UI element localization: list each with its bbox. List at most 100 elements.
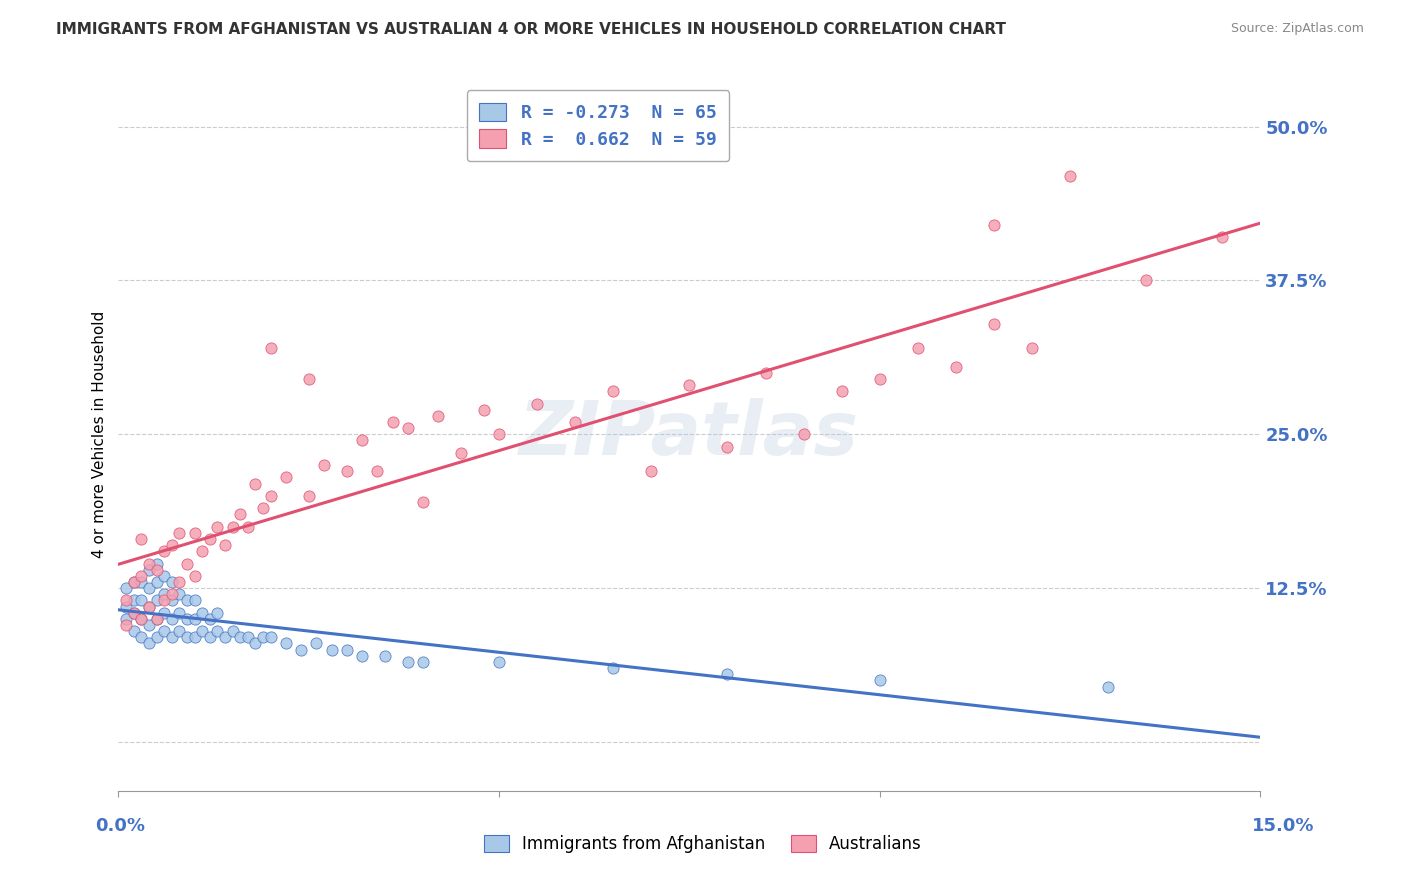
Point xyxy=(869,673,891,688)
Point xyxy=(138,636,160,650)
Point xyxy=(260,341,283,355)
Point xyxy=(138,557,160,571)
Point xyxy=(169,624,191,639)
Point xyxy=(260,489,283,503)
Point xyxy=(869,372,891,386)
Point xyxy=(274,470,297,484)
Point xyxy=(160,631,183,645)
Point xyxy=(191,606,214,620)
Point xyxy=(198,612,221,626)
Point xyxy=(115,612,138,626)
Point xyxy=(245,476,267,491)
Point xyxy=(145,557,167,571)
Point xyxy=(153,569,176,583)
Point xyxy=(221,624,243,639)
Point xyxy=(122,606,145,620)
Point xyxy=(366,464,388,478)
Point xyxy=(321,642,343,657)
Point xyxy=(245,636,267,650)
Text: 15.0%: 15.0% xyxy=(1253,817,1315,835)
Text: 0.0%: 0.0% xyxy=(96,817,146,835)
Point xyxy=(236,631,259,645)
Point xyxy=(129,612,152,626)
Point xyxy=(129,612,152,626)
Point xyxy=(176,612,198,626)
Point xyxy=(122,624,145,639)
Text: ZIPatlas: ZIPatlas xyxy=(519,398,859,471)
Point xyxy=(153,593,176,607)
Point xyxy=(472,402,495,417)
Point xyxy=(145,574,167,589)
Text: Source: ZipAtlas.com: Source: ZipAtlas.com xyxy=(1230,22,1364,36)
Point xyxy=(229,508,252,522)
Point xyxy=(274,636,297,650)
Point xyxy=(191,544,214,558)
Point xyxy=(252,631,274,645)
Point xyxy=(153,544,176,558)
Point xyxy=(138,563,160,577)
Point xyxy=(122,574,145,589)
Point xyxy=(160,587,183,601)
Point xyxy=(229,631,252,645)
Point xyxy=(169,574,191,589)
Point xyxy=(1021,341,1043,355)
Point xyxy=(412,655,434,669)
Point xyxy=(793,427,815,442)
Point xyxy=(191,624,214,639)
Point xyxy=(983,218,1005,232)
Y-axis label: 4 or more Vehicles in Household: 4 or more Vehicles in Household xyxy=(93,310,107,558)
Point xyxy=(983,317,1005,331)
Point xyxy=(564,415,586,429)
Point xyxy=(115,618,138,632)
Point xyxy=(153,606,176,620)
Point xyxy=(153,587,176,601)
Point xyxy=(305,636,328,650)
Point xyxy=(160,538,183,552)
Point xyxy=(207,606,229,620)
Point xyxy=(298,372,321,386)
Point xyxy=(336,642,359,657)
Point xyxy=(396,655,419,669)
Point xyxy=(290,642,312,657)
Point xyxy=(176,557,198,571)
Point xyxy=(122,574,145,589)
Point xyxy=(169,525,191,540)
Point xyxy=(145,593,167,607)
Point xyxy=(145,612,167,626)
Point xyxy=(352,648,374,663)
Point xyxy=(138,599,160,614)
Point xyxy=(381,415,404,429)
Point xyxy=(488,655,510,669)
Point xyxy=(115,593,138,607)
Point xyxy=(160,612,183,626)
Point xyxy=(207,519,229,533)
Point xyxy=(640,464,662,478)
Point xyxy=(221,519,243,533)
Point xyxy=(183,525,205,540)
Point xyxy=(129,532,152,546)
Point xyxy=(488,427,510,442)
Point xyxy=(145,563,167,577)
Point xyxy=(352,434,374,448)
Point xyxy=(831,384,853,399)
Point xyxy=(602,384,624,399)
Text: IMMIGRANTS FROM AFGHANISTAN VS AUSTRALIAN 4 OR MORE VEHICLES IN HOUSEHOLD CORREL: IMMIGRANTS FROM AFGHANISTAN VS AUSTRALIA… xyxy=(56,22,1007,37)
Point xyxy=(145,631,167,645)
Point xyxy=(207,624,229,639)
Point xyxy=(1135,273,1157,287)
Point xyxy=(169,606,191,620)
Point xyxy=(183,631,205,645)
Point xyxy=(138,599,160,614)
Point xyxy=(1097,680,1119,694)
Legend: Immigrants from Afghanistan, Australians: Immigrants from Afghanistan, Australians xyxy=(475,827,931,862)
Point xyxy=(129,631,152,645)
Point xyxy=(138,618,160,632)
Point xyxy=(214,631,236,645)
Point xyxy=(754,366,776,380)
Point xyxy=(145,612,167,626)
Point xyxy=(427,409,450,423)
Point xyxy=(1211,230,1233,244)
Point xyxy=(183,569,205,583)
Point xyxy=(153,624,176,639)
Point xyxy=(336,464,359,478)
